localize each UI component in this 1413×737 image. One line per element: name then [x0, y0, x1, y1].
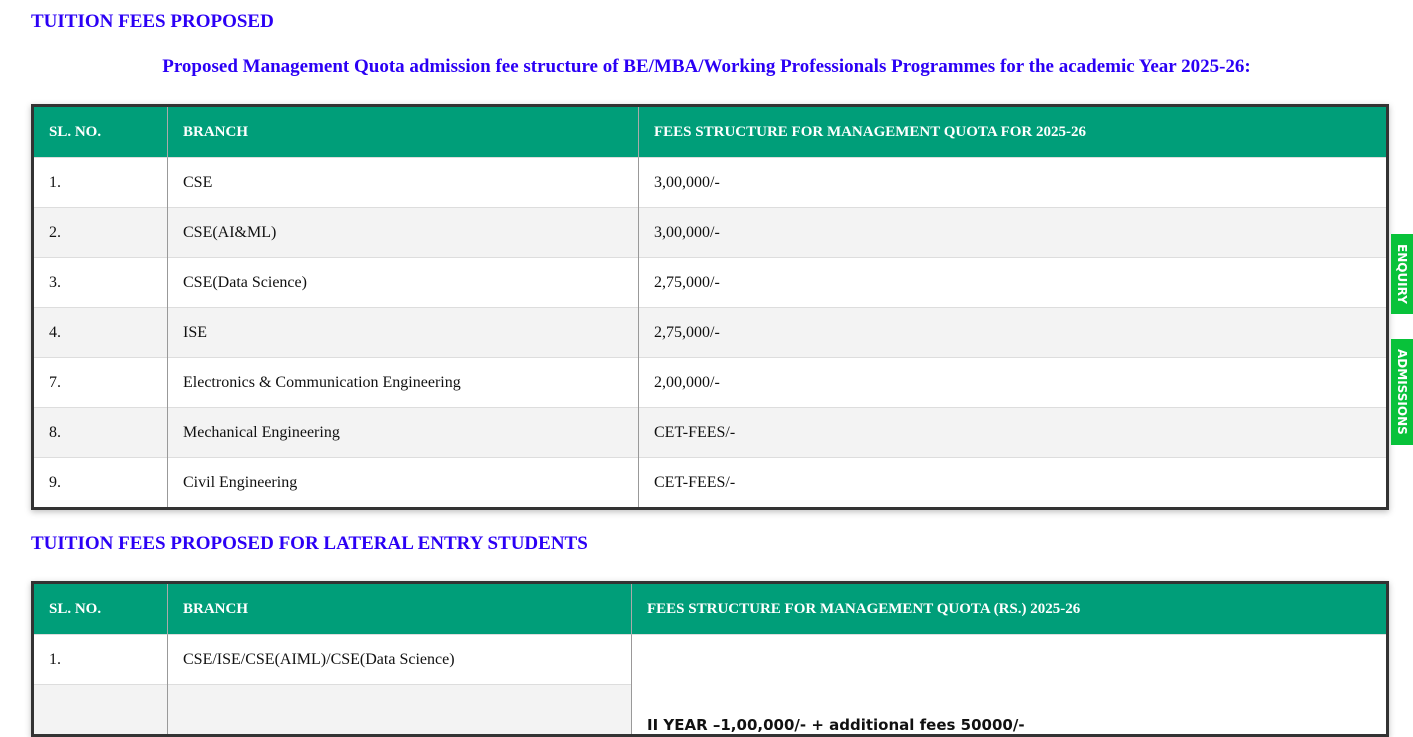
section-title: TUITION FEES PROPOSED [31, 11, 274, 32]
cell-fees: 2,75,000/- [638, 307, 1388, 358]
header-sl-no: SL. NO. [32, 105, 168, 158]
cell-sl-no: 1. [32, 634, 168, 685]
table-row: 9. Civil Engineering CET-FEES/- [32, 457, 1388, 509]
lateral-fees-table: SL. NO. BRANCH FEES STRUCTURE FOR MANAGE… [31, 581, 1389, 737]
cell-sl-no: 7. [32, 357, 168, 408]
cell-fees: CET-FEES/- [638, 407, 1388, 458]
table-row: 3. CSE(Data Science) 2,75,000/- [32, 257, 1388, 308]
fees-table: SL. NO. BRANCH FEES STRUCTURE FOR MANAGE… [31, 104, 1389, 510]
enquiry-tab[interactable]: ENQUIRY [1391, 234, 1413, 314]
cell-branch: CSE(AI&ML) [167, 207, 639, 258]
header-fees: FEES STRUCTURE FOR MANAGEMENT QUOTA FOR … [638, 105, 1388, 158]
table-row: 8. Mechanical Engineering CET-FEES/- [32, 407, 1388, 458]
cell-branch: CSE(Data Science) [167, 257, 639, 308]
section-title-lateral: TUITION FEES PROPOSED FOR LATERAL ENTRY … [31, 533, 588, 554]
header-branch: BRANCH [167, 582, 632, 635]
section-subtitle: Proposed Management Quota admission fee … [162, 56, 1251, 77]
cell-sl-no: 8. [32, 407, 168, 458]
table-row: 1. CSE/ISE/CSE(AIML)/CSE(Data Science) I… [32, 634, 1388, 736]
cell-fees: 2,75,000/- [638, 257, 1388, 308]
cell-fees: 3,00,000/- [638, 157, 1388, 208]
cell-sl-no: 2. [32, 207, 168, 258]
cell-branch: CSE [167, 157, 639, 208]
cell-fees: 2,00,000/- [638, 357, 1388, 408]
table-row: 4. ISE 2,75,000/- [32, 307, 1388, 358]
cell-fees: 3,00,000/- [638, 207, 1388, 258]
header-branch: BRANCH [167, 105, 639, 158]
cell-sl-no: 3. [32, 257, 168, 308]
cell-branch: ISE [167, 307, 639, 358]
cell-branch: CSE/ISE/CSE(AIML)/CSE(Data Science) [167, 634, 632, 685]
cell-sl-no: 9. [32, 457, 168, 509]
cell-branch: Electronics & Communication Engineering [167, 357, 639, 408]
header-fees: FEES STRUCTURE FOR MANAGEMENT QUOTA (RS.… [631, 582, 1388, 635]
admissions-tab[interactable]: ADMISSIONS [1391, 339, 1413, 445]
cell-branch: Civil Engineering [167, 457, 639, 509]
table-row: 1. CSE 3,00,000/- [32, 157, 1388, 208]
cell-sl-no: 1. [32, 157, 168, 208]
table-row: 7. Electronics & Communication Engineerin… [32, 357, 1388, 408]
cell-fees: II YEAR –1,00,000/- + additional fees 50… [631, 634, 1388, 736]
cell-fees: CET-FEES/- [638, 457, 1388, 509]
table-row: 2. CSE(AI&ML) 3,00,000/- [32, 207, 1388, 258]
header-sl-no: SL. NO. [32, 582, 168, 635]
cell-sl-no: 4. [32, 307, 168, 358]
cell-branch: Mechanical Engineering [167, 407, 639, 458]
